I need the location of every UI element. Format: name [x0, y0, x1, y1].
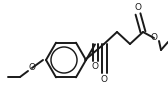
Text: O: O — [135, 3, 141, 12]
Text: O: O — [151, 33, 158, 42]
Text: O: O — [29, 63, 35, 72]
Text: O: O — [100, 75, 108, 83]
Text: O: O — [92, 62, 98, 71]
